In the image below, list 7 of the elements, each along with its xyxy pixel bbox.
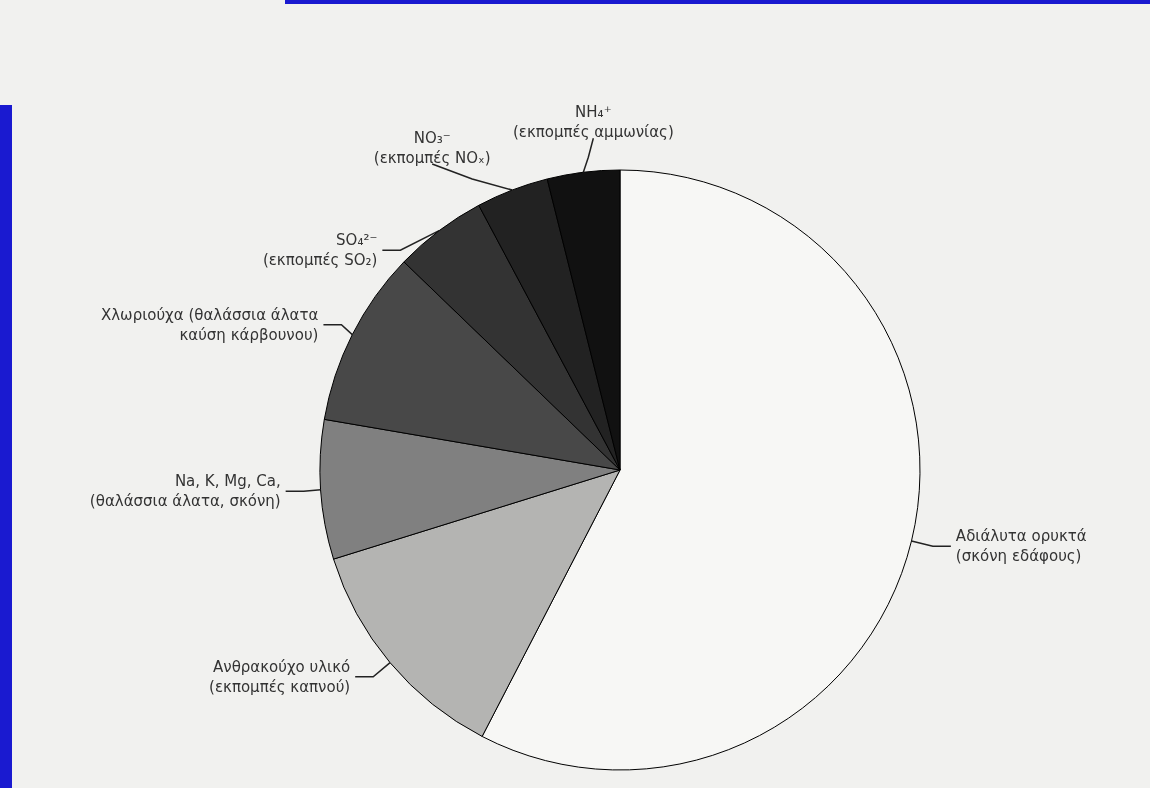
slice-label: NO₃⁻ (εκπομπές NOₓ) (373, 129, 491, 168)
slice-label: SO₄²⁻ (εκπομπές SO₂) (262, 231, 378, 270)
slice-label: Ανθρακούχο υλικό (εκπομπές καπνού) (209, 657, 351, 696)
slice-label: Na, K, Mg, Ca, (θαλάσσια άλατα, σκόνη) (89, 472, 281, 511)
slice-label: Αδιάλυτα ορυκτά (σκόνη εδάφους) (955, 527, 1087, 566)
slice-label: Χλωριούχα (θαλάσσια άλατα καύση κάρβουνου) (100, 305, 319, 344)
slice-label: NH₄⁺ (εκπομπές αμμωνίας) (512, 103, 674, 142)
